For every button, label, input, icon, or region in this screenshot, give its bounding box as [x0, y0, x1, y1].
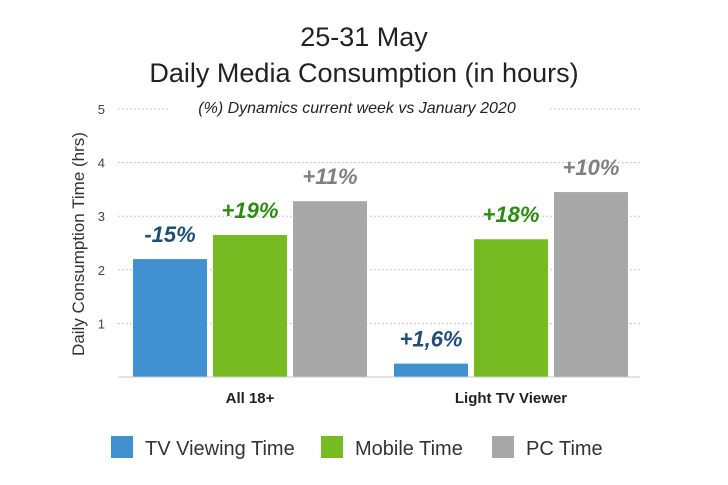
chart-title-line1: 25-31 May [300, 22, 428, 52]
legend-label: TV Viewing Time [145, 438, 295, 460]
y-axis-ticks: 1 2 3 4 5 [98, 102, 105, 331]
bar [213, 234, 287, 377]
data-label: -15% [144, 222, 195, 247]
legend: TV Viewing Time Mobile Time PC Time [111, 436, 603, 460]
legend-swatch [321, 436, 343, 458]
data-label: +10% [563, 155, 620, 180]
chart-subtitle: (%) Dynamics current week vs January 202… [198, 100, 516, 117]
bar [394, 363, 468, 377]
category-labels: All 18+ Light TV Viewer [226, 390, 568, 407]
y-tick-label: 1 [98, 316, 105, 331]
bars [133, 192, 628, 377]
chart-title-line2: Daily Media Consumption (in hours) [149, 58, 578, 88]
legend-swatch [492, 436, 514, 458]
legend-label: Mobile Time [355, 438, 463, 460]
y-tick-label: 5 [98, 102, 105, 117]
bar [133, 259, 207, 377]
y-tick-label: 4 [98, 156, 105, 171]
legend-swatch [111, 436, 133, 458]
data-label: +11% [302, 164, 357, 189]
data-label: +1,6% [400, 327, 463, 352]
category-label: Light TV Viewer [455, 390, 567, 407]
bar [474, 239, 548, 377]
bar [293, 201, 367, 377]
category-label: All 18+ [226, 390, 275, 407]
y-tick-label: 2 [98, 263, 105, 278]
y-axis-label: Daily Consumption Time (hrs) [69, 132, 88, 356]
subtitle-background [168, 96, 548, 118]
bar [554, 192, 628, 377]
y-tick-label: 3 [98, 209, 105, 224]
data-label: +19% [222, 198, 279, 223]
data-labels: -15% +19% +11% +1,6% +18% +10% [144, 155, 619, 352]
data-label: +18% [483, 202, 540, 227]
legend-label: PC Time [526, 438, 603, 460]
